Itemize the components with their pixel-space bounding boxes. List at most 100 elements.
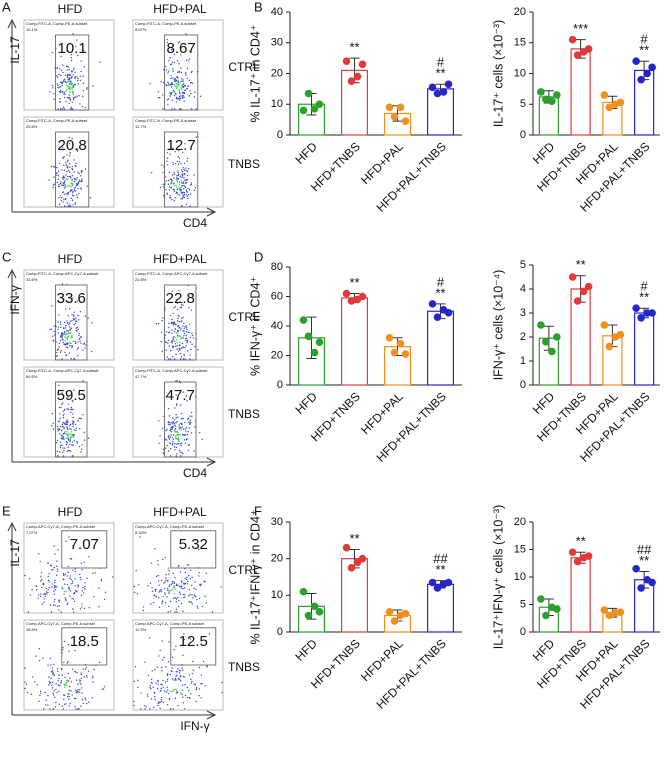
event-dot xyxy=(87,437,90,439)
event-dot xyxy=(183,177,185,179)
event-dot xyxy=(63,683,66,686)
event-dot xyxy=(195,688,197,691)
event-dot xyxy=(182,337,184,339)
event-dot xyxy=(173,61,176,64)
event-dot xyxy=(92,675,94,677)
event-dot xyxy=(172,690,174,692)
event-dot xyxy=(83,439,86,441)
event-dot xyxy=(79,608,82,610)
event-dot xyxy=(43,593,45,596)
event-dot xyxy=(56,565,58,568)
event-dot xyxy=(76,300,79,302)
event-dot xyxy=(27,611,30,613)
event-dot xyxy=(186,696,189,699)
event-dot xyxy=(60,437,62,439)
event-dot xyxy=(70,106,72,108)
event-dot xyxy=(87,645,89,647)
event-dot xyxy=(164,681,167,683)
event-dot xyxy=(56,442,58,444)
event-dot xyxy=(151,590,154,592)
event-dot xyxy=(168,415,171,417)
event-dot xyxy=(171,678,174,680)
event-dot xyxy=(179,451,181,453)
event-dot xyxy=(173,430,176,432)
event-dot xyxy=(44,593,47,595)
event-dot xyxy=(175,178,178,181)
event-dot xyxy=(56,76,59,78)
event-dot xyxy=(172,324,175,326)
event-dot xyxy=(172,422,174,424)
event-dot xyxy=(74,77,76,80)
data-point xyxy=(537,88,545,96)
event-dot xyxy=(71,444,73,446)
event-dot xyxy=(66,347,69,349)
event-dot xyxy=(179,352,182,355)
event-dot xyxy=(76,196,79,198)
event-dot xyxy=(172,421,175,423)
event-dot xyxy=(170,358,172,360)
event-dot xyxy=(73,159,75,161)
event-dot xyxy=(167,423,170,426)
event-dot xyxy=(181,92,184,94)
event-dot xyxy=(70,53,72,56)
event-dot xyxy=(72,425,74,428)
event-dot xyxy=(166,99,169,101)
event-dot xyxy=(189,323,191,326)
row-label: CTRL xyxy=(228,310,260,324)
event-dot xyxy=(199,95,202,98)
event-dot xyxy=(178,95,181,98)
event-dot xyxy=(69,450,72,452)
event-dot xyxy=(69,437,72,440)
event-dot xyxy=(190,601,193,603)
event-dot xyxy=(62,402,64,404)
event-dot xyxy=(91,322,93,324)
event-dot xyxy=(56,351,58,354)
event-dot xyxy=(170,434,173,436)
event-dot xyxy=(169,442,171,444)
event-dot xyxy=(63,428,65,430)
event-dot xyxy=(54,579,56,582)
event-dot xyxy=(168,438,171,440)
event-dot xyxy=(63,156,65,158)
event-dot xyxy=(66,420,69,423)
event-dot xyxy=(165,83,167,86)
event-dot xyxy=(171,342,173,344)
event-dot xyxy=(184,694,187,697)
event-dot xyxy=(179,329,182,331)
x-tick-label: HFD xyxy=(293,636,321,664)
event-dot xyxy=(67,644,70,646)
event-dot xyxy=(161,666,163,669)
event-dot xyxy=(154,695,156,698)
event-dot xyxy=(68,307,71,310)
event-dot xyxy=(78,192,80,195)
event-dot xyxy=(184,676,186,678)
row-label: TNBS xyxy=(228,157,260,171)
event-dot xyxy=(59,98,61,100)
event-dot xyxy=(172,68,174,70)
event-dot xyxy=(67,85,70,88)
event-dot xyxy=(62,178,64,180)
event-dot xyxy=(171,670,173,673)
event-dot xyxy=(134,591,136,594)
event-dot xyxy=(72,93,74,95)
event-dot xyxy=(173,90,175,92)
event-dot xyxy=(190,432,193,434)
data-point xyxy=(648,63,656,72)
event-dot xyxy=(195,108,198,110)
event-dot xyxy=(88,606,91,609)
event-dot xyxy=(175,413,177,416)
event-dot xyxy=(69,99,72,101)
event-dot xyxy=(65,440,68,443)
event-dot xyxy=(57,175,60,177)
event-dot xyxy=(173,199,175,202)
gate-name: Comp-FITC-A, Comp-APC-Cy7-A subset xyxy=(26,368,99,373)
event-dot xyxy=(180,162,182,165)
event-dot xyxy=(188,564,190,566)
event-dot xyxy=(180,317,183,320)
event-dot xyxy=(188,674,191,676)
event-dot xyxy=(57,549,59,551)
event-dot xyxy=(77,586,79,588)
event-dot xyxy=(104,591,107,594)
event-dot xyxy=(172,356,174,358)
event-dot xyxy=(67,205,69,207)
